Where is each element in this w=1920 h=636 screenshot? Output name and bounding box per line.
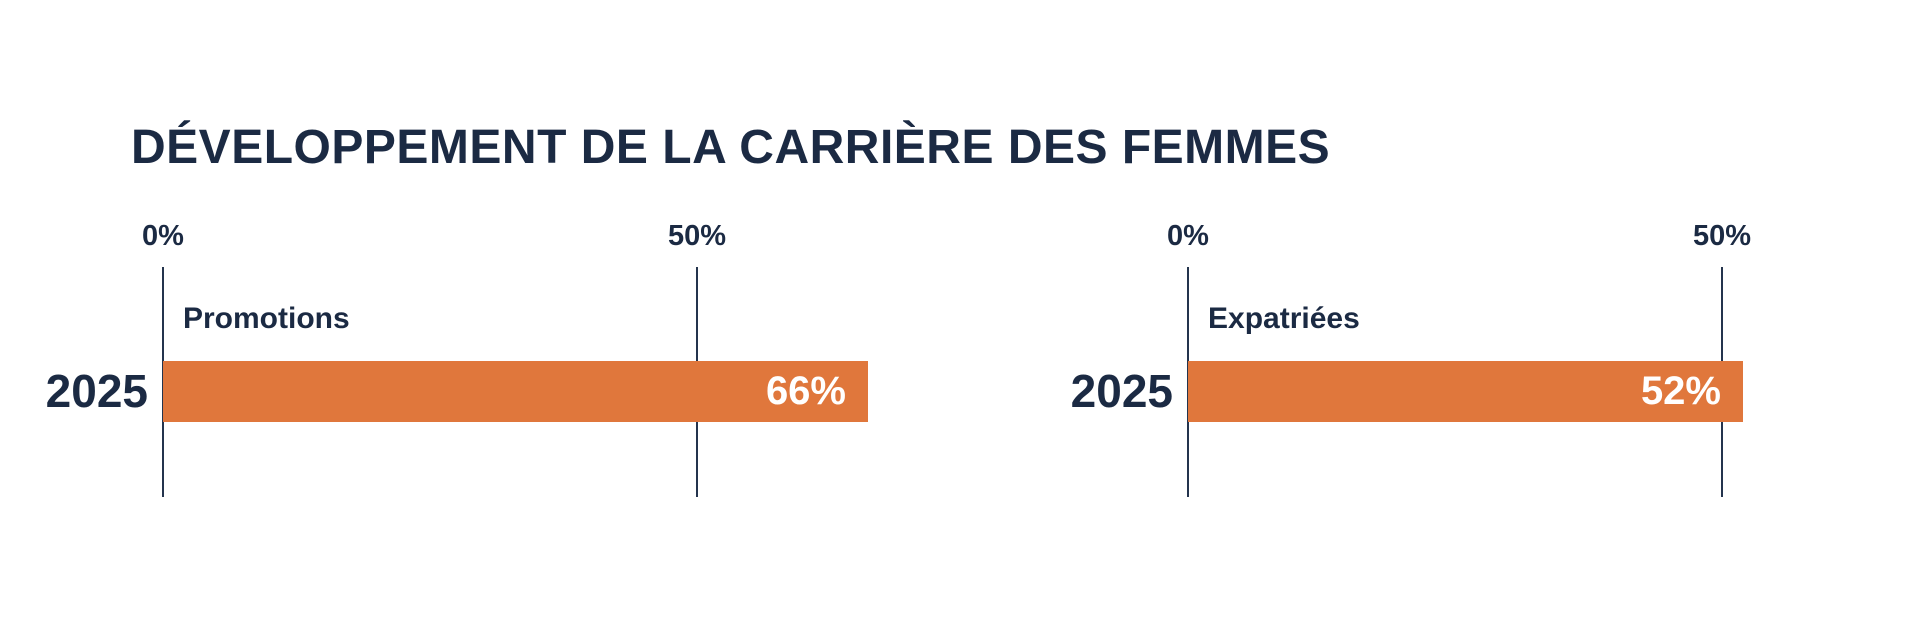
category-label: 2025	[45, 365, 148, 417]
bar-value-label: 52%	[1640, 369, 1721, 413]
series-label: Expatriées	[1208, 302, 1360, 335]
bar-value-label: 66%	[765, 369, 846, 413]
promotions-chart: 0% 50% Promotions 2025 66%	[46, 220, 883, 500]
axis-tick-label-0: 0%	[1167, 220, 1209, 252]
value-bar: 52%	[1188, 361, 1743, 422]
axis-tick-label-50: 50%	[1692, 220, 1752, 252]
series-label: Promotions	[183, 302, 350, 335]
chart-title: DÉVELOPPEMENT DE LA CARRIÈRE DES FEMMES	[131, 121, 1331, 175]
axis-tick-label-0: 0%	[142, 220, 184, 252]
category-label: 2025	[1070, 365, 1173, 417]
value-bar: 66%	[163, 361, 868, 422]
axis-tick-label-50: 50%	[667, 220, 727, 252]
expatriees-chart: 0% 50% Expatriées 2025 52%	[1071, 220, 1908, 500]
